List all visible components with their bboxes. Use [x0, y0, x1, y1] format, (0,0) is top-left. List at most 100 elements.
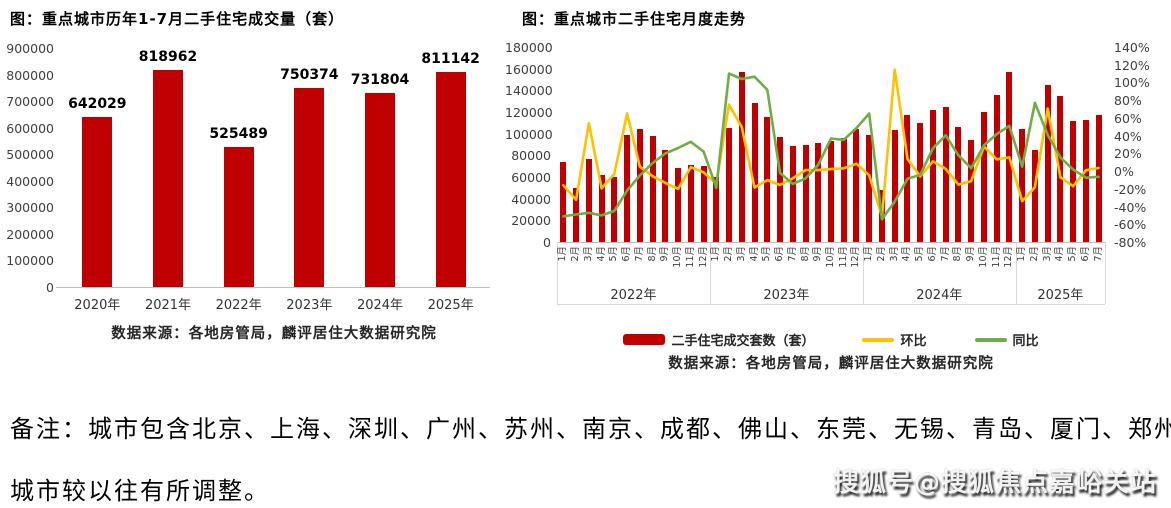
legend-yoy-label: 同比	[1012, 334, 1039, 349]
monthly-bar	[866, 134, 873, 242]
y-axis-tick-label: 800000	[6, 67, 54, 83]
annual-bar	[435, 71, 466, 287]
y-axis-tick-label: 400000	[6, 173, 54, 189]
monthly-bar	[1082, 119, 1089, 242]
axis-bottom-line	[557, 304, 1105, 305]
monthly-bar	[802, 144, 809, 242]
monthly-bar	[624, 134, 631, 242]
x-axis-category-label: 2023年	[286, 298, 333, 313]
legend-bar-swatch	[623, 334, 666, 345]
note-line-2: 城市较以往有所调整。	[10, 477, 270, 505]
mom-trend-line	[562, 68, 1100, 218]
monthly-bar	[738, 71, 745, 242]
monthly-bar	[726, 128, 733, 242]
annual-bar	[294, 87, 325, 287]
right-chart-source: 数据来源：各地房管局，麟评居住大数据研究院	[668, 355, 994, 372]
right-y-axis-tick-label: 140%	[1114, 40, 1150, 55]
right-y-axis-tick-label: 120%	[1114, 57, 1150, 73]
monthly-bar	[675, 168, 682, 242]
monthly-bar	[687, 165, 694, 242]
right-y-axis-tick-label: 80%	[1114, 93, 1142, 109]
monthly-bar	[560, 161, 567, 242]
annual-bar	[153, 69, 183, 287]
note-text: 备注：城市包含北京、上海、深圳、广州、苏州、南京、成都、佛山、东莞、无锡、青岛、…	[10, 398, 1171, 508]
left-y-axis-tick-label: 60000	[511, 170, 551, 185]
year-group-separator	[709, 242, 711, 304]
year-group-separator	[1015, 242, 1017, 304]
left-y-axis-tick-label: 100000	[505, 126, 553, 142]
monthly-bar	[993, 94, 1000, 242]
legend-item-mom: 环比	[862, 330, 927, 349]
left-y-axis-tick-label: 140000	[505, 83, 553, 99]
right-y-axis-tick-label: 0%	[1114, 164, 1134, 180]
bar-value-label: 750374	[280, 66, 339, 83]
monthly-bar	[942, 106, 949, 242]
watermark-text: 搜狐号@搜狐焦点嘉峪关站	[832, 468, 1157, 498]
right-y-axis-tick-label: -20%	[1114, 181, 1147, 197]
monthly-bar	[917, 122, 924, 242]
monthly-bar	[828, 141, 834, 242]
left-y-axis-tick-label: 180000	[505, 40, 553, 55]
y-axis-tick-label: 100000	[6, 253, 54, 269]
bar-value-label: 818962	[138, 48, 198, 65]
monthly-bar	[815, 143, 822, 242]
monthly-bar	[1019, 129, 1026, 242]
right-y-axis-tick-label: 40%	[1114, 128, 1142, 144]
monthly-combo-chart: 图：重点城市二手住宅月度走势 二手住宅成交套数（套） 环比 同比 数据来源：各地…	[505, 0, 1171, 380]
y-axis-tick-label: 300000	[6, 200, 54, 216]
x-axis-line	[56, 287, 490, 288]
year-group-separator	[1105, 242, 1106, 304]
year-group-label: 2023年	[763, 288, 810, 303]
monthly-bar	[929, 109, 936, 242]
yoy-trend-line	[562, 72, 1100, 221]
annual-bar	[365, 92, 395, 287]
right-y-axis-tick-label: -80%	[1114, 235, 1147, 250]
monthly-bar	[789, 145, 796, 242]
monthly-bar	[662, 149, 669, 242]
monthly-bar	[751, 103, 758, 242]
monthly-bar	[968, 140, 975, 242]
monthly-bar	[1057, 95, 1064, 242]
right-y-axis-tick-label: -60%	[1114, 217, 1147, 233]
monthly-bar	[1031, 149, 1038, 242]
left-chart-title: 图：重点城市历年1-7月二手住宅成交量（套）	[10, 10, 345, 28]
chart-legend: 二手住宅成交套数（套） 环比 同比	[557, 330, 1105, 349]
trend-lines-layer	[562, 68, 1100, 221]
left-y-axis-tick-label: 20000	[511, 213, 551, 229]
monthly-bar	[891, 130, 898, 242]
year-group-label: 2024年	[916, 288, 963, 303]
legend-mom-label: 环比	[900, 334, 927, 349]
annual-bar	[82, 116, 113, 287]
annual-bar	[223, 147, 254, 287]
x-axis-category-label: 2025年	[427, 298, 474, 313]
y-axis-tick-label: 600000	[6, 120, 54, 136]
left-y-axis-tick-label: 40000	[511, 191, 551, 207]
monthly-bar	[598, 174, 605, 242]
legend-bar-label: 二手住宅成交套数（套）	[671, 334, 815, 349]
y-axis-tick-label: 700000	[6, 94, 54, 110]
right-y-axis-tick-label: 60%	[1114, 110, 1142, 126]
monthly-bar	[777, 136, 784, 242]
monthly-bar	[853, 129, 860, 242]
left-y-axis-tick-label: 0	[543, 235, 551, 250]
left-y-axis-tick-label: 80000	[511, 148, 551, 164]
right-y-axis-tick-label: 20%	[1114, 146, 1142, 162]
year-group-separator	[557, 242, 558, 304]
monthly-bar	[713, 177, 720, 242]
left-chart-source: 数据来源：各地房管局，麟评居住大数据研究院	[111, 325, 437, 342]
monthly-bar	[636, 129, 643, 242]
x-axis-category-label: 2020年	[74, 298, 121, 313]
left-y-axis-tick-label: 120000	[505, 105, 553, 120]
y-axis-tick-label: 200000	[6, 226, 54, 242]
monthly-bar	[1044, 84, 1051, 242]
bar-value-label: 811142	[421, 50, 480, 67]
x-axis-line	[557, 242, 1105, 243]
monthly-bar	[700, 166, 707, 242]
x-axis-category-label: 2022年	[215, 298, 262, 313]
monthly-bar	[840, 138, 847, 242]
legend-yoy-line-swatch	[974, 337, 1007, 342]
bar-value-label: 642029	[68, 95, 127, 112]
year-group-label: 2025年	[1037, 288, 1084, 303]
y-axis-tick-label: 0	[46, 280, 54, 295]
monthly-bar	[585, 158, 592, 242]
